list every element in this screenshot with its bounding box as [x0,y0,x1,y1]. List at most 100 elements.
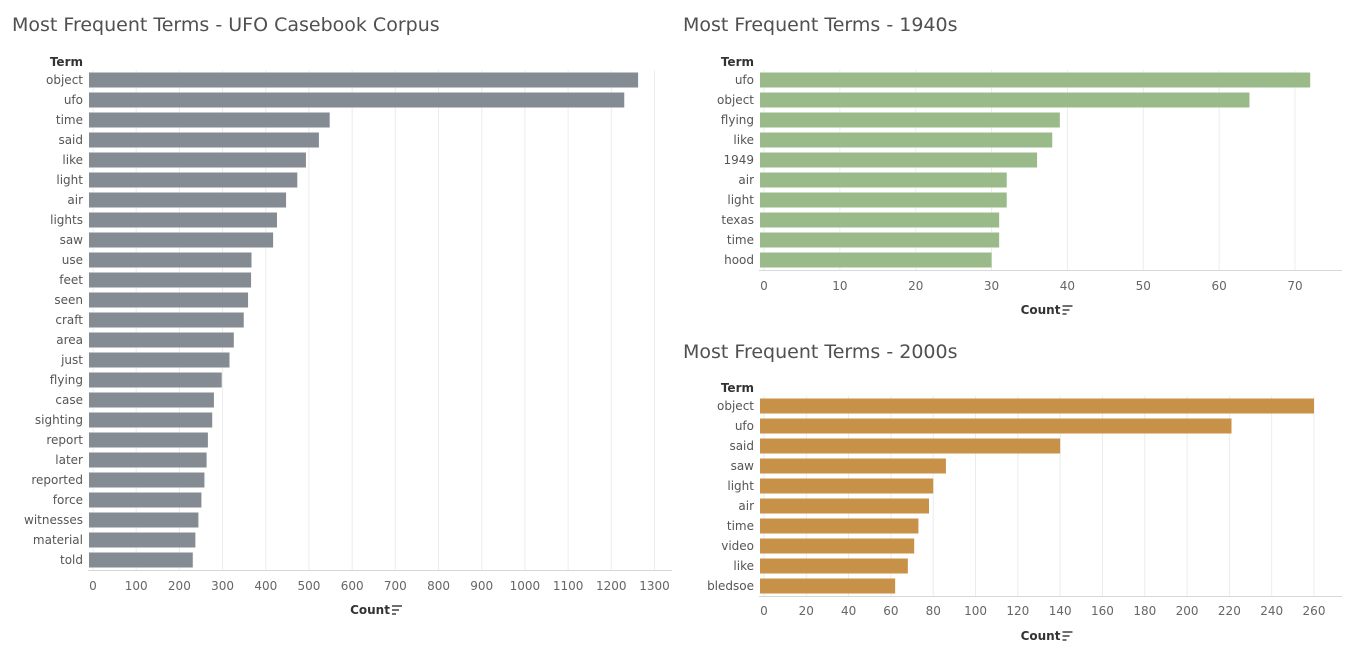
x-tick-label: 180 [1133,604,1156,618]
sort-icon[interactable] [392,605,402,615]
bar[interactable] [760,152,1038,168]
bar[interactable] [89,172,298,188]
bar[interactable] [89,232,274,248]
bar[interactable] [89,552,193,568]
x-tick-label: 500 [298,579,321,593]
sort-icon[interactable] [1062,631,1073,641]
sort-icon[interactable] [1062,305,1073,315]
category-label: like [733,133,754,147]
bar[interactable] [760,232,1000,248]
bar[interactable] [760,132,1053,148]
bar[interactable] [89,432,208,448]
bar[interactable] [89,412,213,428]
chart-title-1940s: Most Frequent Terms - 1940s [683,14,958,36]
category-label: reported [31,473,83,487]
x-tick-label: 260 [1303,604,1326,618]
bar[interactable] [89,92,625,108]
category-label: case [55,393,83,407]
bar[interactable] [89,332,234,348]
bar[interactable] [760,458,946,474]
bar[interactable] [760,478,934,494]
bar[interactable] [89,192,287,208]
bar[interactable] [760,418,1232,434]
bar[interactable] [89,392,214,408]
x-axis-label: Count [1021,303,1061,317]
x-axis-label: Count [1021,629,1061,643]
category-label: just [60,353,83,367]
bar[interactable] [760,212,1000,228]
x-tick-label: 600 [341,579,364,593]
x-axis-label: Count [350,603,390,617]
bar[interactable] [89,492,202,508]
x-tick-label: 0 [760,604,768,618]
x-tick-label: 800 [427,579,450,593]
bar[interactable] [760,498,929,514]
bar[interactable] [760,558,908,574]
x-tick-label: 60 [883,604,898,618]
bar[interactable] [89,512,199,528]
category-label: saw [60,233,84,247]
x-tick-label: 200 [168,579,191,593]
bar[interactable] [89,72,639,88]
x-tick-label: 100 [964,604,987,618]
bar[interactable] [89,112,330,128]
bar[interactable] [760,112,1060,128]
category-label: force [53,493,83,507]
bar[interactable] [89,452,207,468]
bar[interactable] [760,72,1311,88]
category-label: light [727,479,754,493]
bar[interactable] [89,372,222,388]
category-label: saw [731,459,755,473]
x-tick-label: 1000 [510,579,541,593]
category-label: like [733,559,754,573]
bar[interactable] [89,152,306,168]
category-label: air [738,499,754,513]
bar[interactable] [89,132,319,148]
bar[interactable] [89,352,230,368]
x-tick-label: 0 [89,579,97,593]
bar[interactable] [89,532,196,548]
x-tick-label: 700 [384,579,407,593]
category-label: lights [50,213,83,227]
bar[interactable] [760,172,1007,188]
x-tick-label: 140 [1049,604,1072,618]
x-tick-label: 100 [125,579,148,593]
bar[interactable] [760,538,915,554]
bar[interactable] [760,192,1007,208]
x-tick-label: 10 [832,279,847,293]
category-label: bledsoe [707,579,754,593]
bar[interactable] [760,438,1061,454]
bar[interactable] [760,518,919,534]
bar[interactable] [760,398,1314,414]
category-label: light [56,173,83,187]
x-tick-label: 80 [926,604,941,618]
x-tick-label: 200 [1176,604,1199,618]
bar[interactable] [89,292,249,308]
bar[interactable] [760,252,992,268]
x-tick-label: 60 [1212,279,1227,293]
category-label: said [729,439,754,453]
x-tick-label: 400 [254,579,277,593]
bar[interactable] [760,92,1250,108]
row-header: Term [50,55,83,69]
bar[interactable] [89,252,252,268]
bar[interactable] [89,272,252,288]
category-label: object [717,93,754,107]
category-label: ufo [735,419,754,433]
x-tick-label: 220 [1218,604,1241,618]
x-tick-label: 160 [1091,604,1114,618]
bar[interactable] [89,312,244,328]
chart-title-corpus: Most Frequent Terms - UFO Casebook Corpu… [12,14,440,36]
bar[interactable] [760,578,896,594]
category-label: time [727,233,754,247]
bar[interactable] [89,472,205,488]
category-label: report [46,433,83,447]
bar[interactable] [89,212,277,228]
x-tick-label: 20 [799,604,814,618]
x-tick-label: 20 [908,279,923,293]
category-label: craft [55,313,83,327]
category-label: texas [721,213,754,227]
x-tick-label: 70 [1287,279,1302,293]
category-label: object [717,399,754,413]
